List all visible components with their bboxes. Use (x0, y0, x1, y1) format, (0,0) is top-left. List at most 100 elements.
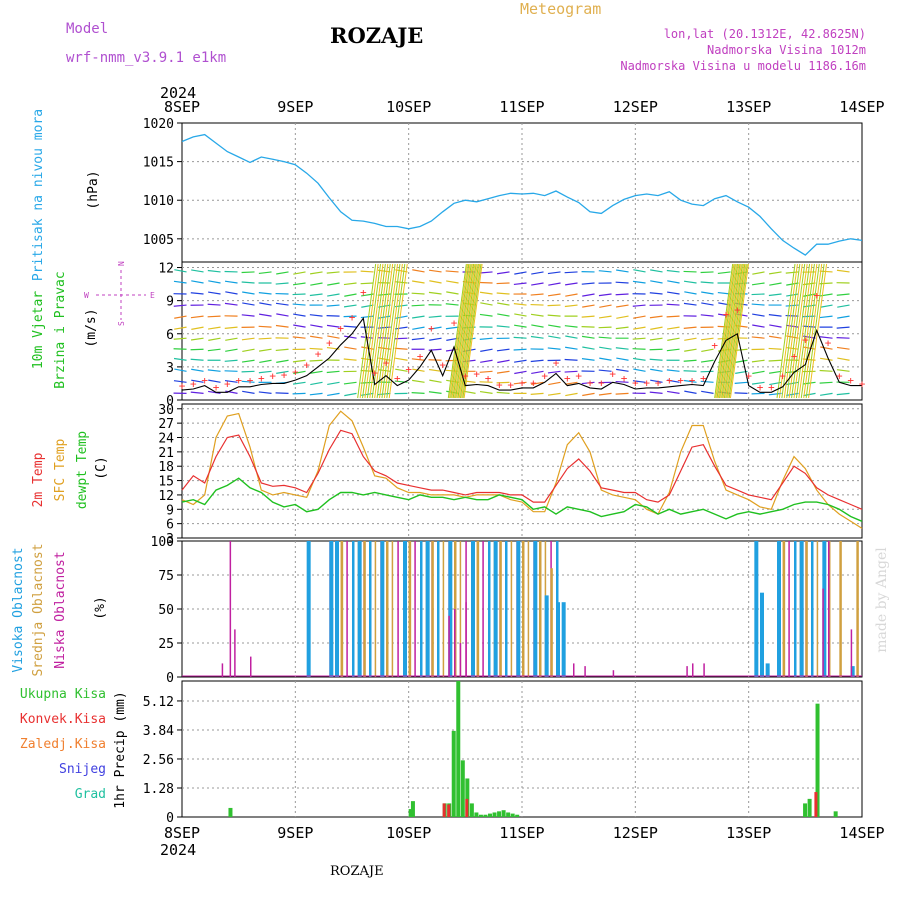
wind-arrow (514, 271, 527, 275)
pressure-label-group: Pritisak na nivou mora (hPa) (31, 109, 101, 281)
mid-cloud-bar (522, 541, 525, 677)
mid-cloud-bar (499, 541, 502, 677)
wind-arrow (361, 304, 374, 308)
low-cloud-bar (612, 670, 615, 677)
wind-speed-line (181, 316, 862, 393)
wind-arrow (191, 280, 204, 284)
wind-arrow (378, 315, 391, 319)
wind-arrow (360, 282, 374, 285)
date-label-bottom: 10SEP (386, 824, 431, 842)
wind-arrow (412, 326, 425, 330)
wind-arrow (768, 347, 782, 350)
high-cloud-bar (556, 602, 560, 677)
low-cloud-bar (465, 602, 467, 677)
cloud-ytick-label: 50 (158, 603, 174, 618)
total-precip-bar (460, 760, 465, 817)
wind-arrow (564, 304, 578, 308)
wind-arrow (275, 348, 289, 352)
wind-arrow (411, 337, 425, 341)
wind-arrow (480, 348, 493, 352)
mid-cloud-bar (374, 541, 377, 677)
conv-precip-bar (442, 803, 446, 817)
total-precip-bar (807, 798, 812, 817)
total-precip-bar (474, 812, 479, 817)
wind-arrow (667, 280, 680, 284)
wind-arrow (768, 392, 782, 396)
gust-marker: + (802, 333, 809, 346)
wind-arrow (242, 390, 255, 394)
wind-streak (379, 263, 399, 399)
wind-arrow (615, 392, 629, 395)
wind-arrow (582, 346, 595, 350)
wind-arrow (701, 291, 714, 295)
wind-arrow (479, 337, 493, 340)
wind-arrow (734, 392, 748, 394)
wind-arrow (258, 370, 272, 374)
wind-arrow (174, 269, 187, 273)
total-precip-bar (488, 813, 492, 817)
wind-streak (715, 263, 735, 399)
wind-arrow (666, 269, 680, 273)
cloud-label-low: Niska Oblacnost (53, 551, 68, 668)
high-cloud-bar (448, 541, 453, 677)
wind-arrow (514, 359, 527, 363)
wind-streak (723, 263, 743, 399)
wind-arrow (667, 291, 680, 295)
wind-streak (381, 263, 401, 399)
gust-marker: + (405, 363, 412, 376)
mid-cloud-bar (550, 568, 553, 677)
temp-unit: (C) (94, 456, 109, 479)
wind-arrow (242, 302, 255, 306)
gust-marker: + (541, 370, 548, 383)
wind-arrow (429, 337, 442, 341)
low-cloud-bar (448, 615, 450, 677)
precip-label-total: Ukupna Kisa (20, 687, 106, 702)
wind-streak (452, 263, 472, 399)
wind-streak (461, 263, 481, 399)
gust-marker: + (201, 374, 208, 387)
wind-arrow (395, 368, 408, 372)
wind-streak (449, 263, 469, 399)
wind-arrow (530, 293, 544, 296)
wind-arrow (615, 281, 629, 284)
wind-arrow (530, 392, 544, 395)
high-cloud-bar (352, 541, 355, 677)
gust-marker: + (213, 381, 220, 394)
wind-streak (778, 263, 798, 399)
temp-2m-line (181, 429, 863, 510)
wind-arrow (819, 381, 833, 384)
wind-arrow (514, 370, 527, 375)
wind-arrow (412, 269, 425, 273)
wind-streak (721, 263, 741, 399)
low-cloud-bar (221, 663, 224, 677)
temp-ytick-label: 6 (166, 518, 174, 533)
wind-arrow (173, 337, 187, 340)
gust-marker: + (337, 322, 344, 335)
wind-arrow (208, 291, 221, 295)
total-precip-bar (510, 813, 515, 817)
wind-arrow (836, 346, 850, 350)
mid-cloud-bar (476, 541, 480, 677)
gust-marker: + (711, 339, 718, 352)
wind-arrow (258, 337, 272, 340)
total-precip-bar (465, 778, 470, 817)
wind-arrow (649, 292, 663, 295)
temp-ytick-label: 18 (158, 460, 174, 475)
wind-arrow (207, 315, 221, 318)
wind-arrow (547, 293, 561, 297)
wind-arrow (445, 270, 459, 273)
total-precip-bar (803, 803, 808, 817)
gust-marker: + (281, 369, 288, 382)
high-cloud-bar (754, 541, 759, 677)
wind-arrow (224, 326, 238, 329)
wind-arrow (344, 392, 357, 397)
wind-arrow (446, 280, 459, 284)
gust-marker: + (643, 376, 650, 389)
gust-marker: + (247, 374, 254, 387)
temp-label-sfc: SFC Temp (53, 439, 68, 502)
wind-arrow (173, 304, 187, 307)
wind-arrow (258, 325, 272, 328)
wind-arrow (615, 380, 629, 383)
wind-arrow-field (173, 263, 850, 399)
gust-marker: + (632, 376, 639, 389)
